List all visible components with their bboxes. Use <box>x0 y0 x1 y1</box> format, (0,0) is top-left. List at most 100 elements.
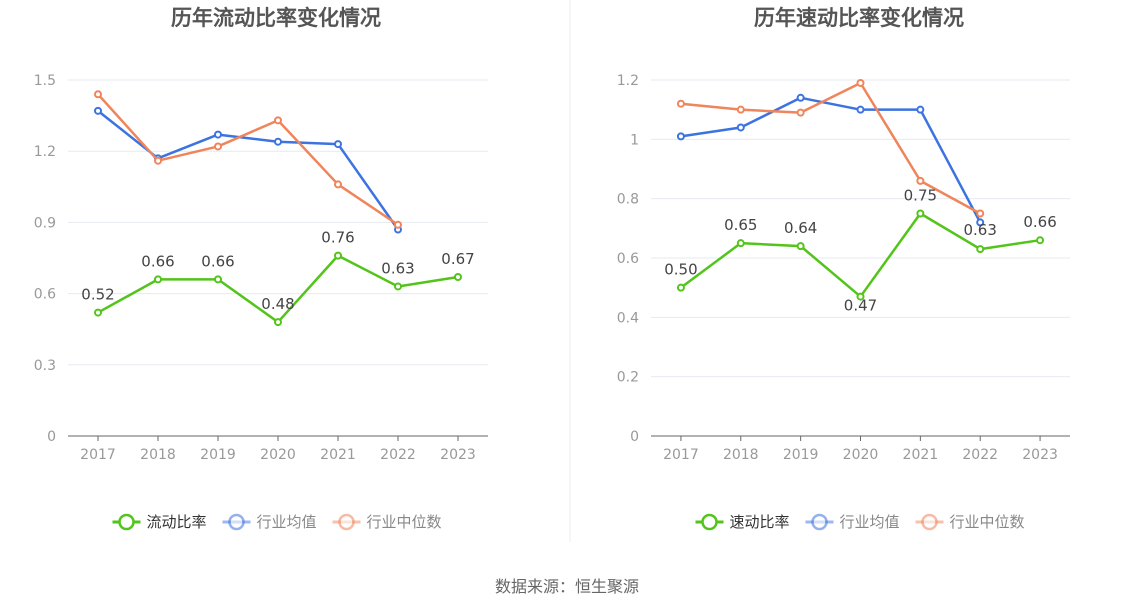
data-point[interactable] <box>676 99 685 108</box>
data-point[interactable] <box>796 93 805 102</box>
data-label: 0.52 <box>81 286 114 304</box>
data-label: 0.47 <box>844 297 877 315</box>
legend-item-industry_avg[interactable]: 行业均值 <box>222 513 317 531</box>
legend-item-industry_median[interactable]: 行业中位数 <box>332 513 442 531</box>
data-point[interactable] <box>274 116 282 125</box>
legend-label: 流动比率 <box>147 513 207 531</box>
data-label: 0.76 <box>321 229 354 247</box>
series-line <box>680 81 981 215</box>
chart-1: 历年流动比率变化情况 0 0.3 0.6 0.9 1.2 1.5 2017 2018 2019 20… <box>34 6 488 531</box>
data-point[interactable] <box>154 156 162 165</box>
chart-title: 历年流动比率变化情况 <box>171 6 381 30</box>
legend-item-company[interactable]: 速动比率 <box>695 513 790 531</box>
legend-marker <box>811 513 828 531</box>
x-tick-label: 2019 <box>783 447 819 463</box>
legend-marker <box>228 513 245 531</box>
data-point[interactable] <box>676 283 685 292</box>
x-tick-label: 2021 <box>320 447 356 463</box>
y-tick-label: 0.2 <box>617 370 639 386</box>
data-point[interactable] <box>976 245 985 254</box>
x-tick-label: 2020 <box>843 447 879 463</box>
data-label: 0.64 <box>784 219 817 237</box>
source-note: 数据来源：恒生聚源 <box>495 577 639 596</box>
legend-marker <box>118 513 135 531</box>
data-point[interactable] <box>856 105 865 114</box>
data-point[interactable] <box>796 108 805 117</box>
data-point[interactable] <box>736 105 745 114</box>
data-point[interactable] <box>334 180 342 189</box>
y-tick-label: 0.3 <box>34 358 56 374</box>
data-point[interactable] <box>856 78 865 87</box>
data-point[interactable] <box>214 275 222 284</box>
data-label: 0.66 <box>201 252 234 270</box>
data-label: 0.67 <box>441 250 474 268</box>
data-point[interactable] <box>736 123 745 132</box>
series-industry_avg <box>94 106 402 234</box>
y-tick-label: 0.6 <box>617 251 639 267</box>
x-tick-label: 2021 <box>903 447 939 463</box>
data-point[interactable] <box>214 130 222 139</box>
x-tick-label: 2017 <box>80 447 116 463</box>
charts-layer: 历年流动比率变化情况 0 0.3 0.6 0.9 1.2 1.5 2017 2018 2019 20… <box>34 6 1070 531</box>
data-point[interactable] <box>394 282 402 291</box>
legend-label: 速动比率 <box>730 513 790 531</box>
x-tick-label: 2018 <box>723 447 759 463</box>
data-point[interactable] <box>736 239 745 248</box>
data-label: 0.63 <box>964 221 997 239</box>
data-label: 0.75 <box>904 187 937 205</box>
y-tick-label: 0 <box>630 429 639 445</box>
data-point[interactable] <box>334 140 342 149</box>
legend-marker <box>921 513 938 531</box>
x-tick-label: 2018 <box>140 447 176 463</box>
data-point[interactable] <box>1036 236 1045 245</box>
data-point[interactable] <box>394 220 402 229</box>
x-tick-label: 2022 <box>962 447 998 463</box>
data-label: 0.65 <box>724 216 757 234</box>
data-point[interactable] <box>856 292 865 301</box>
data-point[interactable] <box>796 242 805 251</box>
data-point[interactable] <box>94 90 102 99</box>
series-industry_median <box>94 90 402 229</box>
data-point[interactable] <box>916 209 925 218</box>
data-point[interactable] <box>916 105 925 114</box>
x-tick-label: 2019 <box>200 447 236 463</box>
x-tick-label: 2023 <box>1022 447 1058 463</box>
y-tick-label: 0.4 <box>617 310 639 326</box>
data-point[interactable] <box>916 176 925 185</box>
data-label: 0.48 <box>261 295 294 313</box>
legend-marker <box>701 513 718 531</box>
data-point[interactable] <box>94 308 102 317</box>
data-point[interactable] <box>976 218 985 227</box>
data-point[interactable] <box>676 132 685 141</box>
data-point[interactable] <box>274 137 282 146</box>
legend-item-industry_avg[interactable]: 行业均值 <box>805 513 900 531</box>
x-tick-label: 2022 <box>380 447 416 463</box>
legend-item-company[interactable]: 流动比率 <box>112 513 207 531</box>
data-point[interactable] <box>94 106 102 115</box>
data-point[interactable] <box>976 209 985 218</box>
data-point[interactable] <box>274 318 282 327</box>
series-line <box>97 93 399 226</box>
data-point[interactable] <box>154 275 162 284</box>
series-line <box>680 96 982 223</box>
y-tick-label: 0.6 <box>34 287 56 303</box>
x-tick-label: 2023 <box>440 447 476 463</box>
data-point[interactable] <box>214 142 222 151</box>
x-tick-label: 2017 <box>663 447 699 463</box>
data-point[interactable] <box>334 251 342 260</box>
legend-label: 行业均值 <box>840 513 900 531</box>
data-label: 0.66 <box>141 252 174 270</box>
series-line <box>97 109 400 231</box>
series-industry_median <box>676 78 985 218</box>
series-company: 0.50 0.65 0.64 0.47 0.75 0.63 0.66 <box>664 187 1057 315</box>
data-point[interactable] <box>454 272 462 281</box>
legend-marker <box>338 513 355 531</box>
data-label: 0.50 <box>664 261 697 279</box>
legend-item-industry_median[interactable]: 行业中位数 <box>915 513 1025 531</box>
legend-label: 行业中位数 <box>367 513 442 531</box>
y-tick-label: 0 <box>47 429 56 445</box>
chart-2: 历年速动比率变化情况 0 0.2 0.4 0.6 0.8 1 1.2 2017 2018 2019 2… <box>617 6 1070 531</box>
chart-title: 历年速动比率变化情况 <box>754 6 964 30</box>
